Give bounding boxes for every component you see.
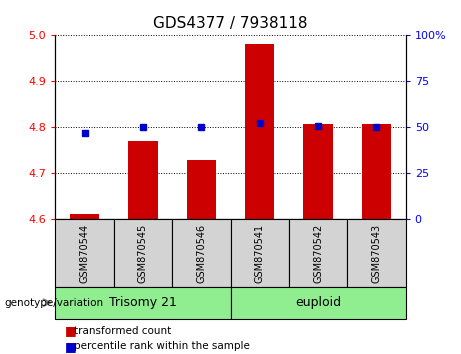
FancyBboxPatch shape xyxy=(230,287,406,319)
Bar xyxy=(245,44,274,219)
Text: GSM870545: GSM870545 xyxy=(138,223,148,283)
Bar xyxy=(187,160,216,219)
Text: transformed count: transformed count xyxy=(74,326,171,336)
Text: genotype/variation: genotype/variation xyxy=(5,298,104,308)
Text: GSM870544: GSM870544 xyxy=(79,223,89,283)
Text: Trisomy 21: Trisomy 21 xyxy=(109,296,177,309)
FancyBboxPatch shape xyxy=(172,219,230,287)
Bar xyxy=(303,124,333,219)
Text: percentile rank within the sample: percentile rank within the sample xyxy=(74,341,250,351)
FancyBboxPatch shape xyxy=(289,219,347,287)
FancyBboxPatch shape xyxy=(114,219,172,287)
Text: ■: ■ xyxy=(65,325,76,337)
Text: GSM870542: GSM870542 xyxy=(313,223,323,283)
Text: ■: ■ xyxy=(65,340,76,353)
Bar xyxy=(70,214,99,219)
FancyBboxPatch shape xyxy=(55,287,230,319)
Text: GSM870546: GSM870546 xyxy=(196,223,207,283)
FancyBboxPatch shape xyxy=(347,219,406,287)
Text: euploid: euploid xyxy=(295,296,341,309)
FancyBboxPatch shape xyxy=(55,219,114,287)
Bar xyxy=(128,141,158,219)
Text: GSM870541: GSM870541 xyxy=(254,223,265,283)
FancyBboxPatch shape xyxy=(230,219,289,287)
Title: GDS4377 / 7938118: GDS4377 / 7938118 xyxy=(153,16,308,32)
Text: GSM870543: GSM870543 xyxy=(372,223,382,283)
Bar xyxy=(362,124,391,219)
